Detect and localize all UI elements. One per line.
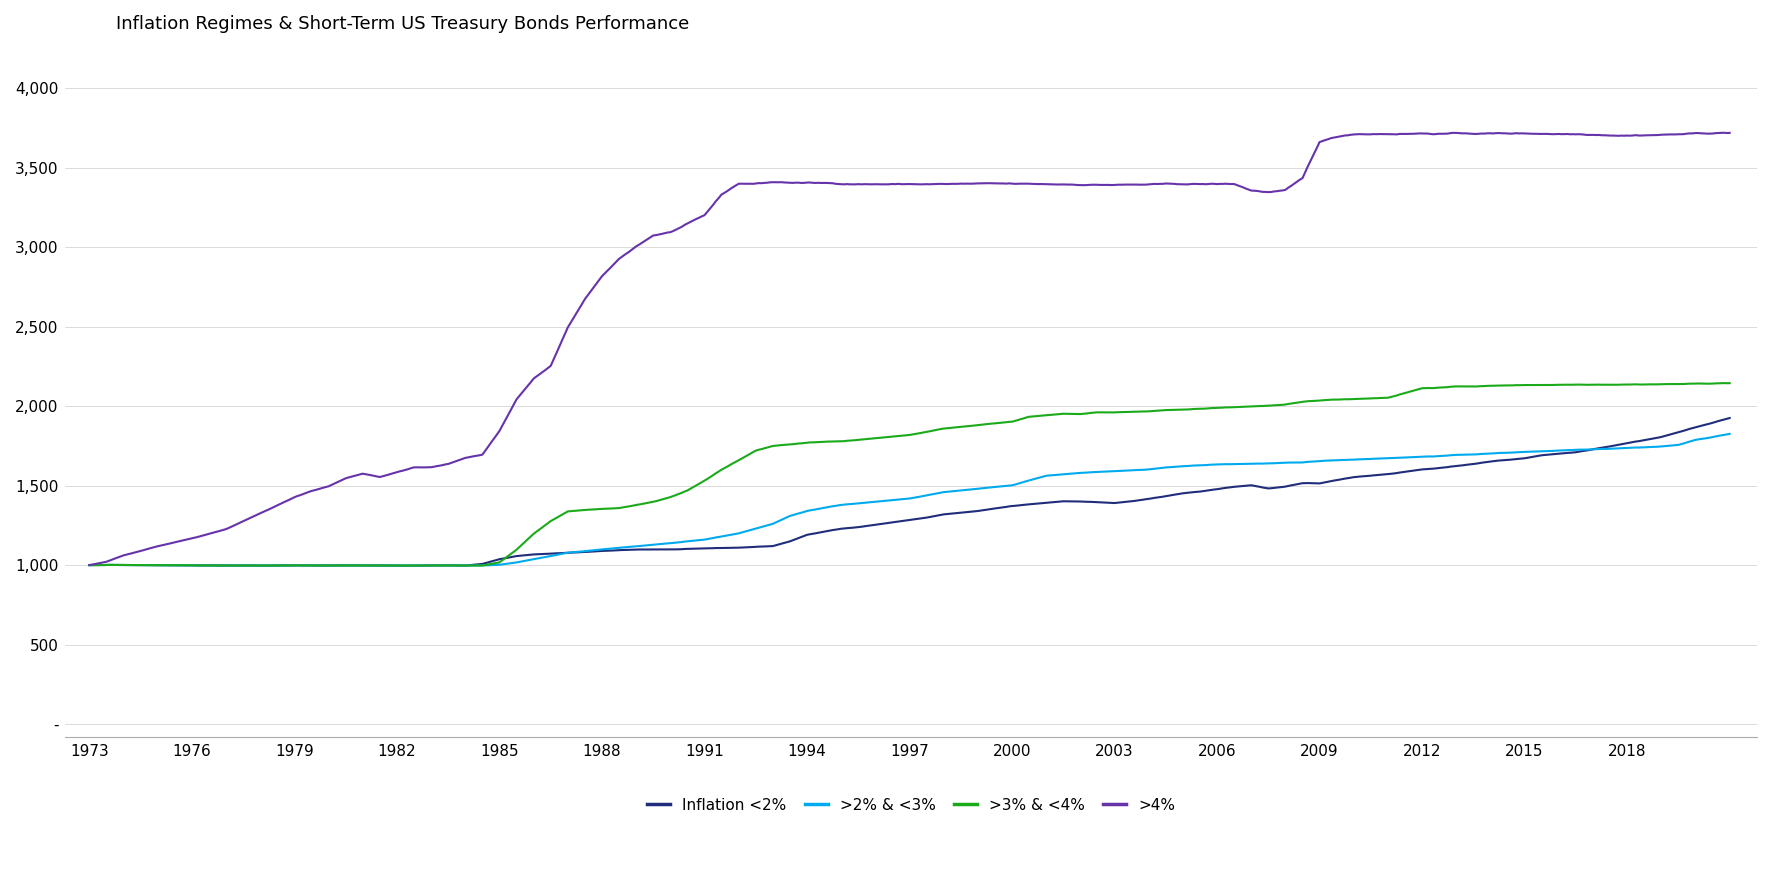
Legend: Inflation <2%, >2% & <3%, >3% & <4%, >4%: Inflation <2%, >2% & <3%, >3% & <4%, >4% bbox=[641, 791, 1182, 819]
Text: Inflation Regimes & Short-Term US Treasury Bonds Performance: Inflation Regimes & Short-Term US Treasu… bbox=[117, 15, 689, 33]
